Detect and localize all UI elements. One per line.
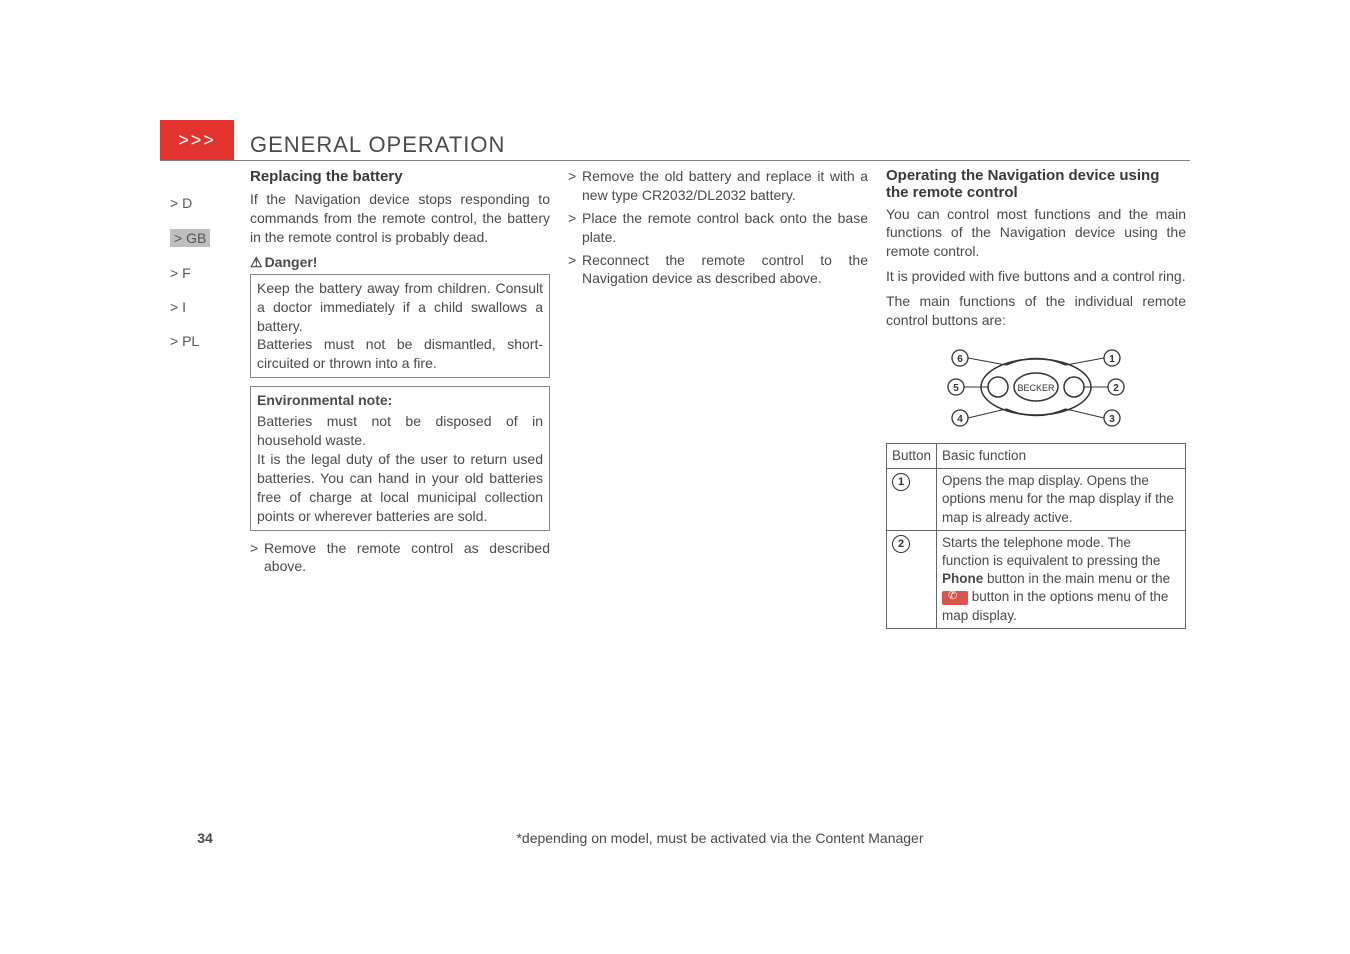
cell-func-1: Opens the map display. Opens the options…	[937, 469, 1186, 531]
remote-diagram: BECKER 1 2 3 4 5 6	[936, 340, 1136, 435]
env-box: Environmental note: Batteries must not b…	[250, 386, 550, 530]
section-title: GENERAL OPERATION	[250, 132, 505, 160]
sidebar-label: > D	[170, 195, 192, 211]
cell-func-2: Starts the telephone mode. The function …	[937, 530, 1186, 628]
svg-text:5: 5	[953, 383, 959, 394]
row2-pre: Starts the telephone mode. The function …	[942, 535, 1160, 568]
sidebar-label: > PL	[170, 333, 199, 349]
svg-text:2: 2	[1113, 383, 1119, 394]
th-button: Button	[887, 443, 937, 468]
phone-icon	[942, 591, 968, 605]
circled-1: 1	[892, 473, 910, 491]
cell-button-2: 2	[887, 530, 937, 628]
column-1: Replacing the battery If the Navigation …	[250, 167, 550, 629]
header: >>> GENERAL OPERATION	[160, 130, 1190, 161]
language-sidebar: > D > GB > F > I > PL	[170, 195, 230, 367]
sidebar-label: > F	[170, 265, 191, 281]
footer: 34 *depending on model, must be activate…	[160, 830, 1190, 846]
bullet-icon: >	[568, 209, 582, 247]
page: >>> GENERAL OPERATION Replacing the batt…	[160, 130, 1190, 629]
footer-note: *depending on model, must be activated v…	[250, 830, 1190, 846]
sidebar-item-i[interactable]: > I	[170, 299, 230, 315]
sidebar-label: > GB	[170, 229, 210, 247]
col3-heading: Operating the Navigation device using th…	[886, 167, 1186, 202]
col3-p3: The main functions of the individual rem…	[886, 292, 1186, 330]
col2-li2-text: Place the remote control back onto the b…	[582, 209, 868, 247]
svg-text:4: 4	[957, 414, 963, 425]
warning-icon: ⚠	[250, 253, 263, 272]
sidebar-item-gb[interactable]: > GB	[170, 229, 230, 247]
svg-text:6: 6	[957, 354, 963, 365]
sidebar-item-pl[interactable]: > PL	[170, 333, 230, 349]
table-header-row: Button Basic function	[887, 443, 1186, 468]
page-number: 34	[160, 830, 250, 846]
col3-p1: You can control most functions and the m…	[886, 205, 1186, 262]
column-2: > Remove the old battery and replace it …	[568, 167, 868, 629]
sidebar-item-d[interactable]: > D	[170, 195, 230, 211]
danger-body: Keep the battery away from children. Con…	[257, 279, 543, 373]
svg-text:1: 1	[1109, 354, 1115, 365]
sidebar-item-f[interactable]: > F	[170, 265, 230, 281]
col1-li1: > Remove the remote control as described…	[250, 539, 550, 577]
col3-p2: It is provided with five buttons and a c…	[886, 267, 1186, 286]
row2-bold: Phone	[942, 571, 983, 586]
env-head: Environmental note:	[257, 391, 543, 410]
svg-text:3: 3	[1109, 414, 1115, 425]
sidebar-label: > I	[170, 299, 186, 315]
col1-p1: If the Navigation device stops respondin…	[250, 190, 550, 247]
header-chevrons: >>>	[178, 130, 216, 151]
th-function: Basic function	[937, 443, 1186, 468]
danger-heading: ⚠Danger!	[250, 253, 550, 272]
danger-label: Danger!	[265, 254, 318, 270]
bullet-icon: >	[250, 539, 264, 577]
col2-li1: > Remove the old battery and replace it …	[568, 167, 868, 205]
col2-li3: > Reconnect the remote control to the Na…	[568, 251, 868, 289]
circled-2: 2	[892, 535, 910, 553]
bullet-icon: >	[568, 167, 582, 205]
col2-li3-text: Reconnect the remote control to the Navi…	[582, 251, 868, 289]
env-body: Batteries must not be disposed of in hou…	[257, 412, 543, 525]
bullet-icon: >	[568, 251, 582, 289]
column-3: Operating the Navigation device using th…	[886, 167, 1186, 629]
col2-li1-text: Remove the old battery and replace it wi…	[582, 167, 868, 205]
col1-li1-text: Remove the remote control as described a…	[264, 539, 550, 577]
row2-post: button in the options menu of the map di…	[942, 589, 1168, 622]
diagram-brand: BECKER	[1017, 383, 1055, 393]
col1-heading: Replacing the battery	[250, 167, 550, 187]
row2-mid: button in the main menu or the	[983, 571, 1170, 586]
table-row: 2 Starts the telephone mode. The functio…	[887, 530, 1186, 628]
table-row: 1 Opens the map display. Opens the optio…	[887, 469, 1186, 531]
cell-button-1: 1	[887, 469, 937, 531]
function-table: Button Basic function 1 Opens the map di…	[886, 443, 1186, 629]
danger-box: Keep the battery away from children. Con…	[250, 274, 550, 378]
header-chevron-block: >>>	[160, 120, 234, 160]
content-columns: Replacing the battery If the Navigation …	[250, 167, 1190, 629]
col2-li2: > Place the remote control back onto the…	[568, 209, 868, 247]
